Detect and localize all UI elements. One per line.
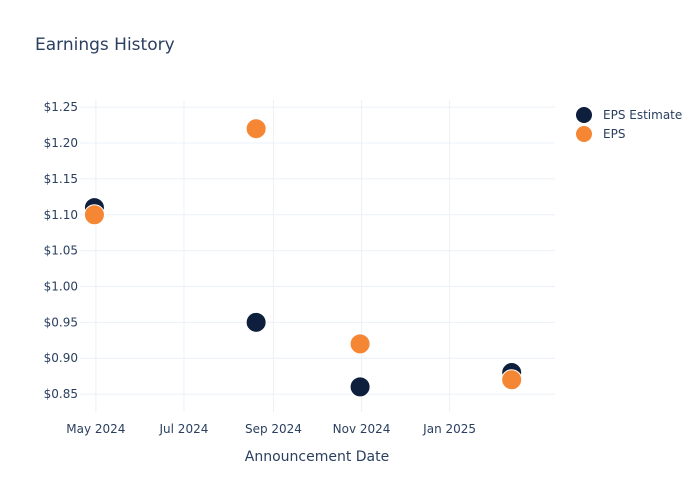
y-tick-label: $1.25 xyxy=(44,100,78,114)
x-tick-label: Sep 2024 xyxy=(245,422,302,436)
x-tick-label: Nov 2024 xyxy=(333,422,391,436)
y-tick-label: $1.20 xyxy=(44,136,78,150)
x-axis-title: Announcement Date xyxy=(245,449,389,465)
eps-point xyxy=(349,333,371,355)
grid-lines xyxy=(80,100,555,412)
eps-point xyxy=(83,204,105,226)
y-tick-label: $0.95 xyxy=(44,315,78,329)
y-tick-label: $1.05 xyxy=(44,244,78,258)
legend-label-eps: EPS xyxy=(603,127,625,141)
data-points xyxy=(83,118,523,398)
x-tick-label: Jan 2025 xyxy=(422,422,476,436)
x-axis-ticks: May 2024 Jul 2024 Sep 2024 Nov 2024 Jan 2025 xyxy=(66,422,476,436)
eps-estimate-point xyxy=(349,376,371,398)
eps-point xyxy=(245,118,267,140)
y-axis-ticks: $0.85 $0.90 $0.95 $1.00 $1.05 $1.10 $1.15 $1.20… xyxy=(44,100,78,401)
x-tick-label: May 2024 xyxy=(66,422,125,436)
y-tick-label: $1.10 xyxy=(44,208,78,222)
y-tick-label: $1.00 xyxy=(44,279,78,293)
y-tick-label: $0.85 xyxy=(44,387,78,401)
legend: EPS Estimate EPS xyxy=(576,107,682,142)
eps-estimate-point xyxy=(245,311,267,333)
eps-point xyxy=(501,369,523,391)
y-tick-label: $1.15 xyxy=(44,172,78,186)
legend-label-eps-estimate: EPS Estimate xyxy=(603,108,682,122)
chart-title: Earnings History xyxy=(35,35,175,55)
legend-marker-eps-estimate xyxy=(576,107,592,123)
x-tick-label: Jul 2024 xyxy=(159,422,209,436)
y-tick-label: $0.90 xyxy=(44,351,78,365)
legend-marker-eps xyxy=(576,126,592,142)
